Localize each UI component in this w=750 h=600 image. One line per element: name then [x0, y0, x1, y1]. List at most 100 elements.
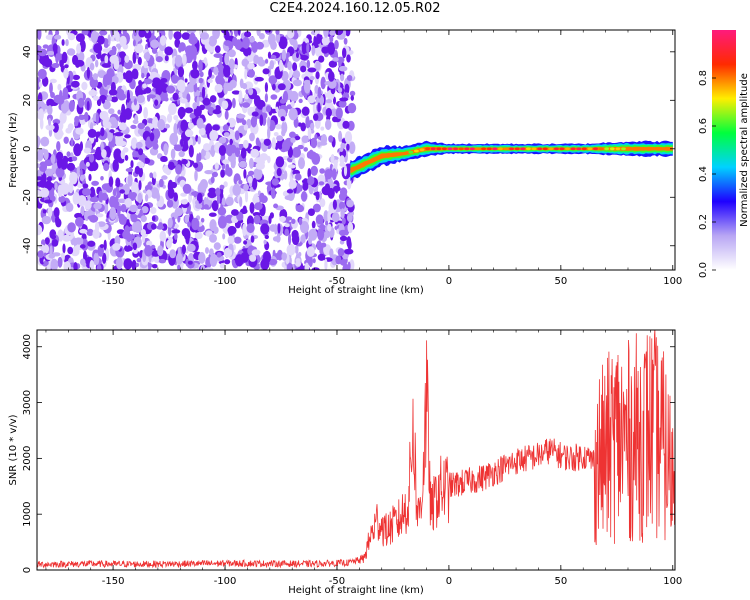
noise-speckle — [333, 185, 341, 192]
noise-speckle — [124, 198, 133, 208]
noise-speckle — [241, 83, 248, 90]
noise-speckle — [321, 46, 329, 54]
noise-speckle — [144, 194, 149, 202]
noise-speckle — [76, 43, 82, 54]
noise-speckle — [194, 232, 203, 240]
noise-speckle — [180, 119, 188, 132]
noise-speckle — [207, 191, 217, 199]
noise-speckle — [343, 37, 348, 45]
noise-speckle — [117, 92, 127, 101]
noise-speckle — [341, 217, 346, 225]
noise-speckle — [188, 45, 198, 57]
noise-speckle — [133, 30, 138, 37]
noise-speckle — [192, 102, 197, 110]
snr-x-axis: -150 -100 -50 0 50 100 — [45, 330, 682, 587]
noise-speckle — [234, 130, 240, 141]
signal-hotspot — [442, 147, 447, 151]
noise-speckle — [133, 221, 143, 233]
noise-speckle — [241, 102, 251, 108]
noise-speckle — [134, 166, 141, 175]
noise-speckle — [220, 169, 225, 178]
noise-speckle — [57, 184, 64, 197]
noise-speckle — [281, 140, 291, 152]
signal-hotspot — [548, 147, 554, 151]
noise-speckle — [242, 36, 251, 49]
noise-speckle — [222, 233, 226, 240]
noise-speckle — [271, 137, 276, 150]
noise-speckle — [149, 172, 154, 179]
noise-speckle — [211, 171, 218, 178]
noise-speckle — [42, 44, 49, 49]
noise-speckle — [306, 42, 310, 54]
noise-speckle — [315, 71, 320, 80]
noise-speckle — [287, 164, 296, 169]
noise-speckle — [68, 100, 75, 112]
noise-speckle — [274, 223, 278, 235]
noise-speckle — [223, 65, 231, 78]
noise-speckle — [93, 43, 103, 54]
noise-speckle — [55, 215, 60, 226]
noise-speckle — [117, 206, 121, 217]
noise-speckle — [192, 60, 198, 71]
signal-hotspot — [615, 147, 621, 151]
noise-speckle — [284, 223, 290, 228]
noise-speckle — [252, 195, 260, 204]
noise-speckle — [67, 33, 76, 41]
noise-speckle — [244, 190, 249, 203]
signal-hotspot — [576, 147, 582, 151]
noise-speckle — [298, 217, 303, 226]
noise-speckle — [150, 71, 158, 78]
noise-speckle — [223, 247, 233, 258]
noise-speckle — [55, 53, 59, 64]
noise-speckle — [89, 77, 99, 89]
noise-speckle — [155, 56, 163, 63]
signal-hotspot — [458, 147, 464, 151]
noise-speckle — [180, 199, 188, 205]
snr-plot-area — [37, 330, 675, 570]
noise-speckle — [263, 138, 271, 146]
noise-speckle — [241, 119, 247, 126]
noise-speckle — [73, 262, 78, 270]
noise-speckle — [102, 100, 111, 110]
noise-speckle — [291, 218, 296, 224]
noise-speckle — [55, 30, 60, 36]
noise-speckle — [241, 58, 250, 67]
noise-speckle — [317, 141, 321, 148]
noise-speckle — [286, 244, 296, 256]
noise-speckle — [54, 34, 62, 40]
noise-speckle — [259, 153, 269, 161]
noise-speckle — [167, 187, 175, 199]
signal-hotspot — [554, 147, 559, 151]
noise-speckle — [311, 267, 320, 270]
noise-speckle — [152, 143, 159, 150]
noise-speckle — [37, 224, 43, 236]
noise-speckle — [114, 134, 124, 146]
noise-speckle — [46, 98, 55, 107]
noise-speckle — [97, 35, 105, 45]
noise-speckle — [228, 58, 235, 71]
noise-speckle — [227, 117, 236, 128]
noise-speckle — [138, 180, 142, 191]
noise-speckle — [335, 107, 343, 119]
noise-speckle — [267, 33, 276, 46]
signal-hotspot — [604, 147, 610, 151]
noise-speckle — [238, 160, 247, 168]
noise-speckle — [248, 36, 255, 43]
noise-speckle — [300, 65, 307, 73]
noise-speckle — [132, 51, 137, 64]
noise-speckle — [231, 90, 241, 95]
noise-speckle — [224, 52, 230, 66]
noise-speckle — [277, 108, 287, 119]
noise-speckle — [276, 167, 282, 177]
noise-speckle — [323, 244, 332, 256]
noise-speckle — [50, 258, 59, 270]
noise-speckle — [347, 102, 357, 114]
noise-speckle — [340, 208, 345, 219]
noise-speckle — [121, 53, 125, 67]
noise-speckle — [89, 259, 95, 270]
noise-speckle — [317, 86, 322, 99]
noise-speckle — [307, 208, 315, 216]
noise-speckle — [209, 253, 218, 267]
noise-speckle — [279, 215, 286, 223]
noise-speckle — [140, 215, 147, 223]
